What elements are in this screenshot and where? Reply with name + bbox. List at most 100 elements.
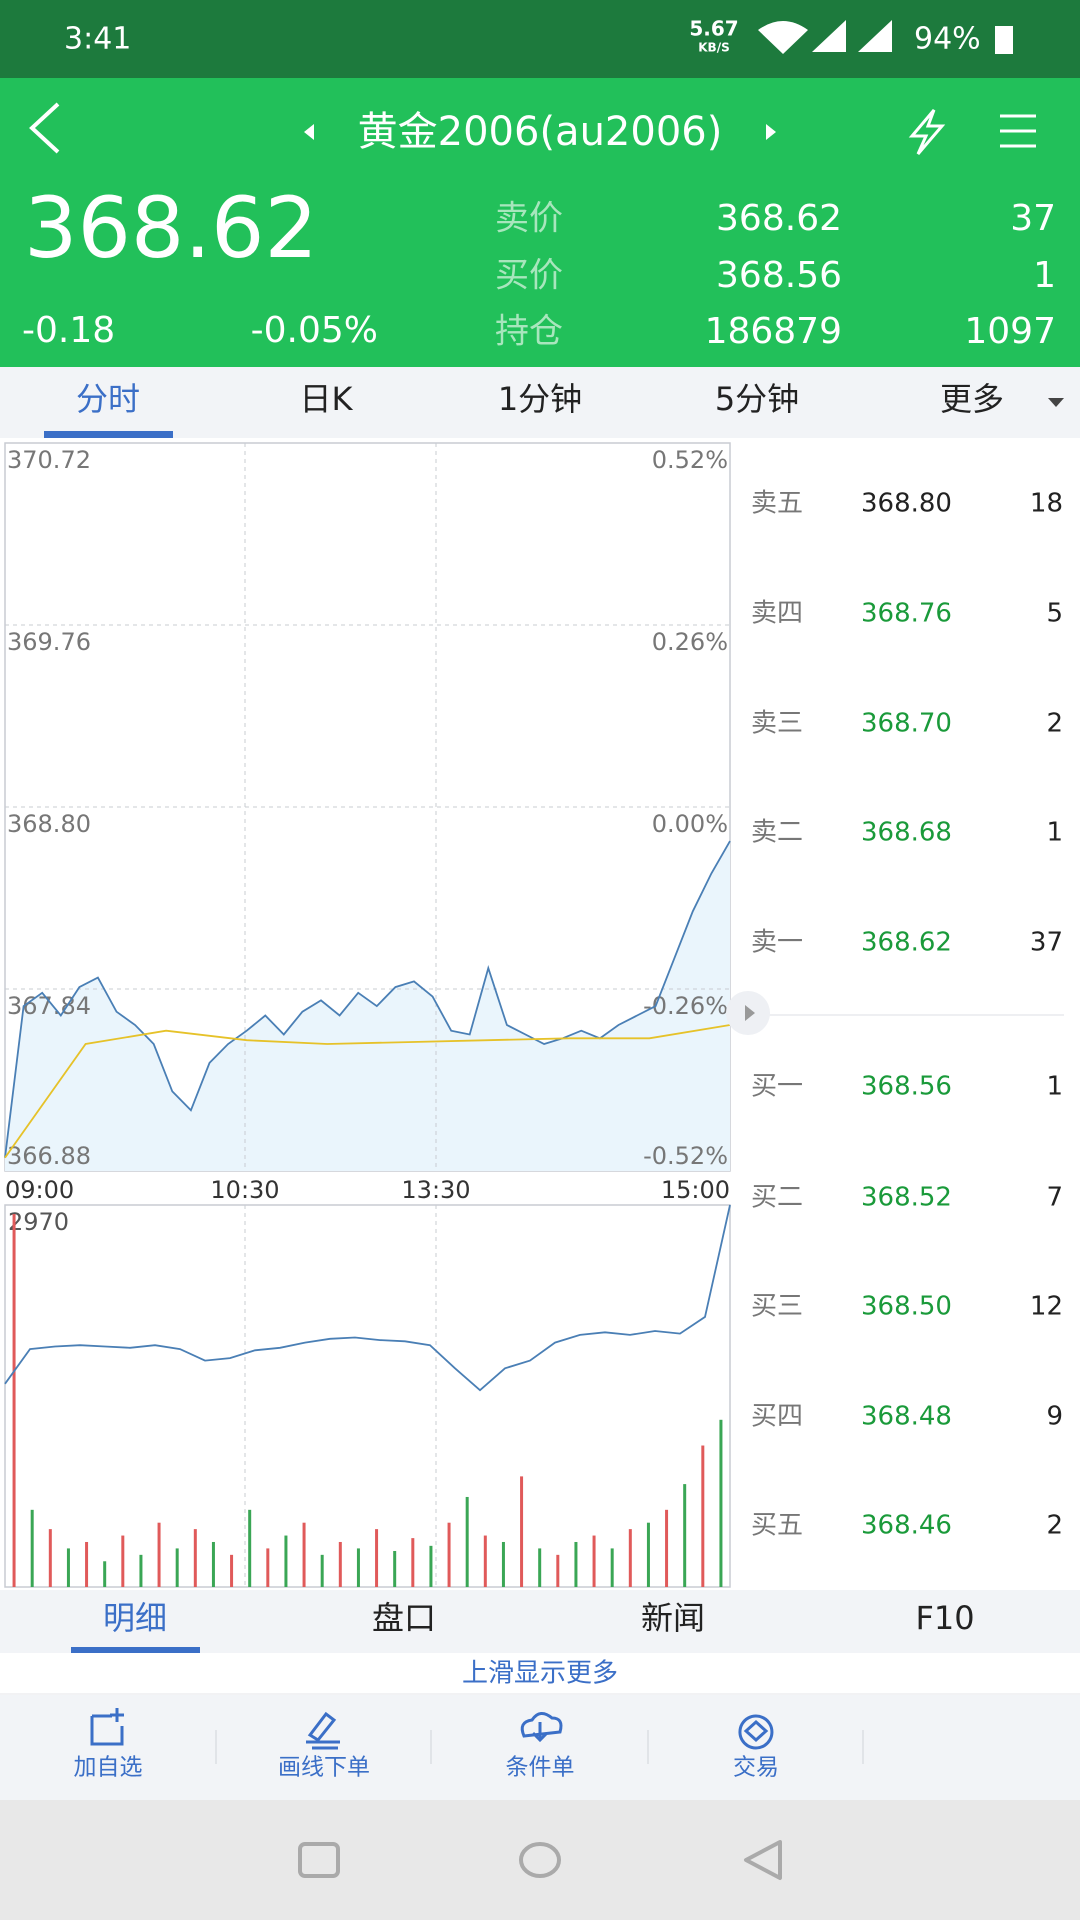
y2-tick-label: 0.26%: [652, 628, 728, 656]
book-toggle-arrow[interactable]: [745, 1005, 755, 1021]
book-label: 卖三: [751, 709, 803, 739]
book-volume: 5: [1046, 599, 1063, 629]
tab-underline: [44, 431, 173, 438]
book-price: 368.50: [861, 1292, 952, 1322]
volume-bar: [284, 1535, 288, 1587]
volume-bar: [646, 1522, 650, 1587]
back-button[interactable]: [29, 102, 60, 154]
volume-bar: [574, 1541, 578, 1587]
volume-bar: [266, 1548, 270, 1587]
toolbar-label[interactable]: 画线下单: [278, 1755, 370, 1781]
toolbar-label[interactable]: 条件单: [506, 1755, 575, 1781]
volume-bar: [393, 1550, 397, 1587]
toolbar-icon[interactable]: [738, 1714, 774, 1750]
clock: 3:41: [64, 22, 131, 57]
quote-volume: 1097: [964, 311, 1056, 352]
chart-tab[interactable]: 分时: [76, 380, 140, 418]
quote-label: 持仓: [495, 312, 563, 352]
quote-value: 368.56: [716, 255, 842, 296]
prev-contract[interactable]: [304, 124, 314, 140]
volume-bar: [193, 1529, 197, 1587]
volume-bar: [375, 1529, 379, 1587]
book-volume: 1: [1046, 1072, 1063, 1102]
chart-tab[interactable]: 5分钟: [715, 380, 799, 418]
chart-tab[interactable]: 更多: [940, 380, 1004, 418]
next-contract[interactable]: [766, 124, 776, 140]
book-label: 卖二: [751, 818, 803, 848]
y-tick-label: 370.72: [7, 446, 91, 474]
volume-bar: [320, 1554, 324, 1587]
book-price: 368.48: [861, 1402, 952, 1432]
quote-volume: 37: [1010, 198, 1056, 239]
quote-value: 368.62: [716, 198, 842, 239]
volume-bar: [66, 1548, 70, 1587]
volume-tick-label: 2970: [8, 1208, 69, 1236]
book-volume: 2: [1046, 709, 1063, 739]
menu-button[interactable]: [1000, 114, 1036, 148]
nav-home[interactable]: [519, 1842, 561, 1878]
book-volume: 2: [1046, 1511, 1063, 1541]
volume-line: [4, 1204, 731, 1392]
nav-bar: [0, 1800, 1080, 1920]
book-label: 买二: [751, 1183, 803, 1213]
volume-bar: [556, 1554, 560, 1587]
volume-bar: [520, 1476, 524, 1587]
detail-tab[interactable]: 明细: [103, 1599, 167, 1637]
wifi-icon: [758, 21, 808, 54]
chart-tab[interactable]: 1分钟: [498, 380, 582, 418]
quote-label: 买价: [495, 256, 563, 296]
nav-recents[interactable]: [298, 1842, 340, 1878]
volume-bar: [338, 1541, 342, 1587]
volume-bar: [30, 1509, 34, 1587]
nav-back[interactable]: [744, 1840, 782, 1880]
x-tick-label: 09:00: [5, 1176, 74, 1204]
net-speed-unit: KB/S: [698, 41, 729, 55]
volume-bar: [85, 1541, 89, 1587]
last-price: 368.62: [24, 179, 318, 277]
book-volume: 7: [1046, 1183, 1063, 1213]
volume-bar: [302, 1522, 306, 1587]
volume-bar: [157, 1522, 161, 1587]
avg-line: [4, 1024, 731, 1159]
quote-volume: 1: [1033, 255, 1056, 296]
toolbar-label[interactable]: 加自选: [74, 1755, 143, 1781]
volume-bar: [356, 1548, 360, 1587]
more-dropdown[interactable]: [1048, 398, 1064, 407]
volume-bar: [48, 1529, 52, 1587]
tab-bar: [0, 367, 1080, 438]
y2-tick-label: 0.52%: [652, 446, 728, 474]
volume-bar: [592, 1535, 596, 1587]
x-tick-label: 13:30: [401, 1176, 470, 1204]
detail-tab[interactable]: F10: [915, 1599, 974, 1637]
book-price: 368.68: [861, 818, 952, 848]
header: [0, 78, 1080, 367]
price-change-pct: -0.05%: [251, 310, 378, 351]
battery-icon: [995, 26, 1013, 54]
bottom-tab-bar: [0, 1590, 1080, 1653]
x-tick-label: 10:30: [210, 1176, 279, 1204]
battery-level: 94%: [914, 22, 981, 57]
chart-tab[interactable]: 日K: [300, 380, 354, 418]
detail-tab[interactable]: 盘口: [372, 1599, 436, 1637]
toolbar-icon[interactable]: [306, 1711, 340, 1750]
book-price: 368.70: [861, 709, 952, 739]
book-label: 卖一: [751, 928, 803, 958]
detail-tab[interactable]: 新闻: [641, 1599, 705, 1637]
toolbar-icon[interactable]: [90, 1708, 124, 1746]
volume-bar: [538, 1548, 542, 1587]
y2-tick-label: 0.00%: [652, 810, 728, 838]
flash-order-button[interactable]: [908, 109, 946, 155]
volume-panel: [4, 1204, 731, 1588]
volume-bar: [103, 1561, 107, 1587]
volume-bar: [121, 1535, 125, 1587]
book-label: 卖四: [751, 599, 803, 629]
detail-tab-underline: [71, 1647, 200, 1653]
more-hint[interactable]: 上滑显示更多: [462, 1659, 618, 1689]
toolbar-label[interactable]: 交易: [733, 1755, 779, 1781]
volume-bar: [701, 1445, 705, 1587]
toolbar-icon[interactable]: [520, 1712, 563, 1743]
y-tick-label: 366.88: [7, 1142, 91, 1170]
net-speed: 5.67: [689, 17, 738, 41]
